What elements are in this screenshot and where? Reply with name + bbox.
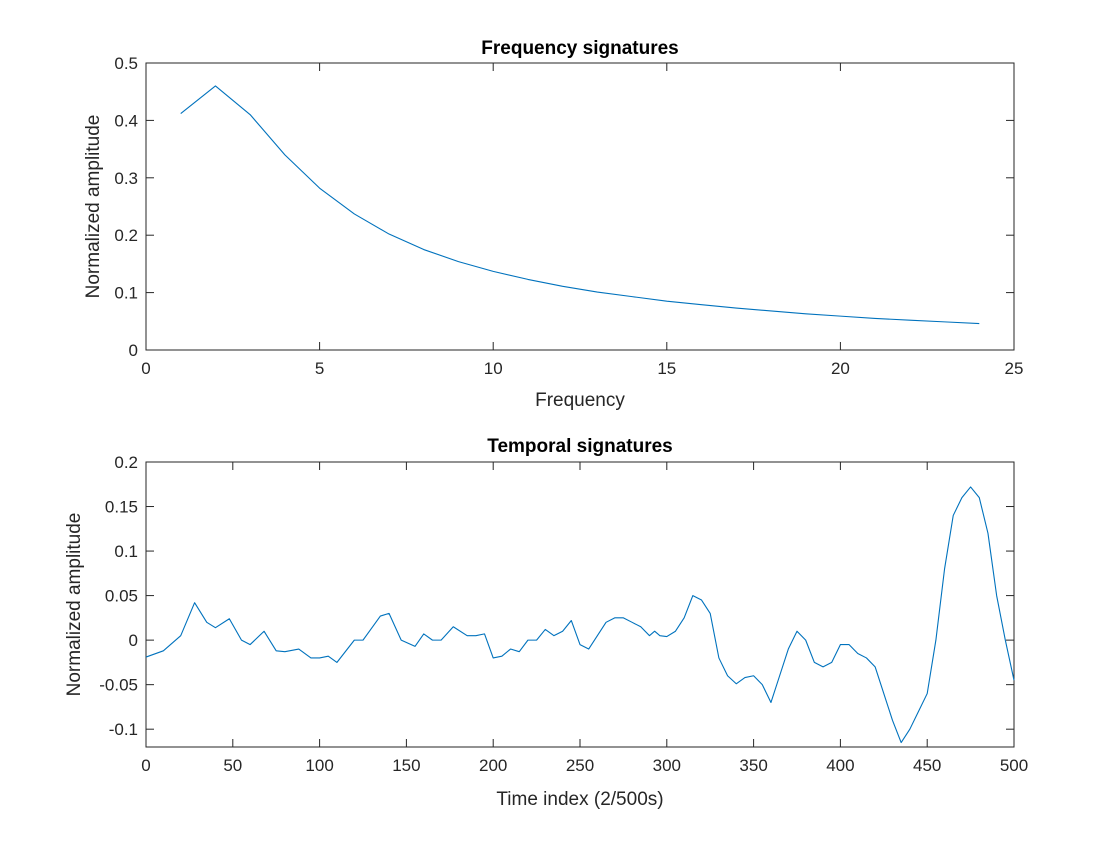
x-tick-label: 500 <box>1000 756 1028 775</box>
y-tick-label: 0.3 <box>114 169 138 188</box>
x-tick-label: 20 <box>831 359 850 378</box>
x-tick-label: 10 <box>484 359 503 378</box>
y-tick-label: 0.4 <box>114 111 138 130</box>
x-tick-label: 100 <box>305 756 333 775</box>
frequency-signature-line <box>180 85 980 325</box>
chart-title: Temporal signatures <box>487 436 672 457</box>
x-tick-label: 15 <box>657 359 676 378</box>
x-tick-label: 0 <box>141 756 150 775</box>
x-tick-label: 450 <box>913 756 941 775</box>
y-tick-label: 0.1 <box>114 542 138 561</box>
y-tick-label: 0.05 <box>105 587 138 606</box>
y-tick-label: 0 <box>129 631 138 650</box>
y-axis-label: Normalized amplitude <box>64 513 85 697</box>
x-tick-label: 0 <box>141 359 150 378</box>
y-axis-label: Normalized amplitude <box>83 115 104 299</box>
x-tick-label: 25 <box>1005 359 1024 378</box>
x-axis-label: Time index (2/500s) <box>496 789 663 810</box>
temporal-signatures-axes: Temporal signatures Time index (2/500s) … <box>64 436 1028 810</box>
y-tick-label: 0.1 <box>114 284 138 303</box>
x-tick-label: 5 <box>315 359 324 378</box>
y-tick-label: -0.05 <box>99 676 138 695</box>
temporal-signature-line <box>145 486 1015 744</box>
x-ticks: 0 50 100 150 200 250 300 350 400 450 500 <box>141 462 1028 775</box>
y-tick-label: 0.15 <box>105 498 138 517</box>
x-tick-label: 150 <box>392 756 420 775</box>
y-ticks: -0.1 -0.05 0 0.05 0.1 0.15 0.2 <box>99 453 1014 739</box>
y-tick-label: 0 <box>129 341 138 360</box>
x-tick-label: 200 <box>479 756 507 775</box>
x-tick-label: 50 <box>223 756 242 775</box>
x-tick-label: 400 <box>826 756 854 775</box>
y-tick-label: 0.5 <box>114 54 138 73</box>
x-tick-label: 300 <box>653 756 681 775</box>
plot-frame <box>145 62 1015 351</box>
y-tick-label: 0.2 <box>114 453 138 472</box>
x-tick-label: 250 <box>566 756 594 775</box>
y-tick-label: 0.2 <box>114 226 138 245</box>
x-tick-label: 350 <box>739 756 767 775</box>
frequency-signatures-axes: Frequency signatures Frequency Normalize… <box>83 38 1023 411</box>
x-ticks: 0 5 10 15 20 25 <box>141 63 1023 378</box>
chart-title: Frequency signatures <box>481 38 678 59</box>
y-tick-label: -0.1 <box>109 720 138 739</box>
x-axis-label: Frequency <box>535 390 625 411</box>
y-ticks: 0 0.1 0.2 0.3 0.4 0.5 <box>114 54 1014 360</box>
plot-frame <box>145 461 1015 748</box>
